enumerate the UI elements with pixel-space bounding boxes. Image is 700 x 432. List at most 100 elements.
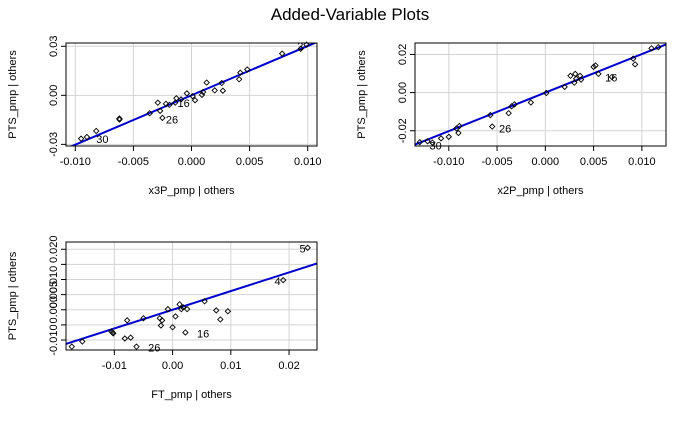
data-point: [79, 338, 86, 345]
point-label: 30: [96, 134, 108, 146]
fit-line: [66, 262, 317, 345]
data-point: [424, 137, 431, 145]
data-point: [162, 100, 170, 108]
point-label: 16: [197, 328, 209, 340]
data-point: [109, 330, 117, 337]
data-point: [116, 115, 123, 122]
data-point: [166, 101, 173, 109]
x-tick-label: 0.000: [178, 156, 206, 168]
data-point: [244, 66, 251, 73]
y-tick-label: 0.005: [48, 281, 60, 309]
data-point: [235, 76, 243, 83]
data-point: [183, 305, 191, 313]
y-axis-label: PTS_pmp | others: [7, 50, 19, 139]
data-point: [121, 335, 129, 342]
data-point: [156, 107, 164, 115]
data-point: [304, 244, 311, 251]
data-point: [77, 135, 85, 142]
data-point: [92, 127, 100, 135]
data-point: [116, 116, 123, 123]
data-point: [590, 63, 597, 71]
y-tick-label: -0.010: [48, 324, 60, 355]
x-tick-label: -0.005: [118, 156, 149, 168]
data-point: [629, 55, 637, 62]
y-tick-label: 0.000: [48, 296, 60, 324]
added-variable-plot-x2p: 16 26 30 -0.010 -0.005 0.000 0.005 0.010 -0.02 0.…: [356, 42, 667, 197]
data-point: [511, 101, 518, 108]
point-label: 2: [297, 41, 303, 53]
data-point: [169, 324, 176, 331]
data-point: [157, 322, 165, 329]
y-tick-label: 0.010: [48, 266, 60, 294]
point-label: 26: [148, 343, 160, 355]
data-point: [177, 96, 185, 103]
fit-line: [415, 43, 666, 146]
data-point: [83, 133, 91, 141]
x-tick-label: 0.005: [236, 156, 264, 168]
x-tick-label: -0.01: [102, 360, 127, 372]
data-point: [648, 45, 655, 52]
data-point: [455, 129, 462, 137]
x-tick-label: 0.010: [294, 156, 322, 168]
point-label: 5: [300, 244, 306, 256]
data-point: [201, 298, 208, 305]
data-point: [172, 313, 179, 320]
x-tick-label: 0.000: [532, 156, 560, 168]
data-point: [219, 87, 227, 94]
point-label: 16: [605, 73, 617, 85]
data-point: [592, 62, 599, 69]
data-point: [171, 99, 179, 106]
data-point: [133, 343, 140, 350]
data-point: [183, 90, 191, 97]
y-tick-label: 0.02: [397, 44, 409, 65]
y-tick-label: 0.020: [48, 235, 60, 263]
x-axis-label: x2P_pmp | others: [497, 185, 584, 197]
x-tick-label: -0.005: [481, 156, 512, 168]
data-point: [416, 138, 424, 146]
data-point: [213, 307, 220, 314]
data-point: [164, 305, 172, 313]
point-label: 26: [499, 123, 511, 135]
data-point: [189, 92, 196, 100]
data-point: [487, 111, 494, 119]
data-point: [505, 109, 512, 117]
x-tick-label: -0.010: [60, 156, 91, 168]
data-point: [146, 110, 153, 117]
data-point: [561, 83, 568, 91]
data-point: [655, 43, 662, 51]
data-point: [278, 50, 286, 57]
data-point: [437, 135, 445, 142]
data-point: [159, 114, 166, 122]
data-point: [429, 139, 436, 146]
data-point: [179, 304, 187, 311]
point-label: 26: [166, 115, 178, 127]
data-point: [123, 317, 131, 324]
data-point: [445, 133, 453, 141]
point-label: 4: [274, 276, 280, 288]
y-tick-label: 0.03: [48, 36, 60, 57]
x-axis-label: x3P_pmp | others: [148, 185, 235, 197]
y-tick-label: 0.00: [397, 82, 409, 103]
data-point: [211, 87, 218, 94]
data-point: [218, 79, 225, 87]
point-label: 16: [178, 98, 190, 110]
data-point: [567, 72, 574, 80]
data-point: [173, 95, 180, 102]
data-point: [203, 79, 210, 86]
data-point: [303, 41, 310, 48]
plot-frame: [65, 241, 318, 351]
data-point: [577, 76, 585, 83]
x-tick-label: 0.010: [628, 156, 656, 168]
y-axis-label: PTS_pmp | others: [7, 251, 19, 340]
data-point: [140, 314, 147, 322]
x-tick-label: 0.02: [278, 360, 299, 372]
data-point: [572, 70, 579, 78]
data-point: [631, 61, 639, 68]
data-point: [154, 99, 162, 106]
data-point: [595, 70, 602, 78]
figure-title: Added-Variable Plots: [270, 5, 430, 24]
data-point: [217, 316, 224, 323]
x-tick-label: 0.01: [220, 360, 241, 372]
